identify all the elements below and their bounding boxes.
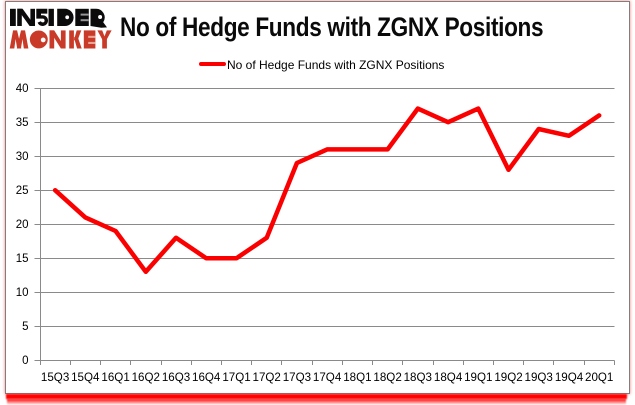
svg-text:20Q1: 20Q1 [585, 371, 613, 384]
svg-text:16Q3: 16Q3 [162, 371, 190, 384]
svg-text:16Q2: 16Q2 [132, 371, 160, 384]
svg-text:15: 15 [16, 253, 29, 265]
svg-text:10: 10 [16, 287, 29, 299]
svg-text:18Q4: 18Q4 [434, 371, 463, 384]
svg-text:16Q1: 16Q1 [101, 371, 129, 384]
svg-text:17Q4: 17Q4 [313, 371, 342, 384]
svg-text:5: 5 [22, 321, 28, 333]
svg-text:18Q1: 18Q1 [343, 371, 371, 384]
svg-text:16Q4: 16Q4 [192, 371, 221, 384]
svg-text:17Q3: 17Q3 [283, 371, 311, 384]
svg-text:19Q3: 19Q3 [525, 371, 553, 384]
svg-text:19Q1: 19Q1 [464, 371, 492, 384]
svg-text:18Q2: 18Q2 [373, 371, 401, 384]
svg-text:0: 0 [22, 355, 28, 367]
svg-text:30: 30 [16, 151, 29, 163]
svg-text:19Q2: 19Q2 [494, 371, 522, 384]
svg-text:17Q1: 17Q1 [222, 371, 250, 384]
svg-text:20: 20 [16, 219, 29, 231]
svg-text:17Q2: 17Q2 [253, 371, 281, 384]
svg-text:15Q4: 15Q4 [71, 371, 100, 384]
svg-text:18Q3: 18Q3 [404, 371, 432, 384]
svg-text:35: 35 [16, 117, 29, 129]
svg-text:19Q4: 19Q4 [555, 371, 584, 384]
svg-text:25: 25 [16, 185, 29, 197]
svg-text:40: 40 [16, 83, 29, 95]
svg-text:15Q3: 15Q3 [41, 371, 69, 384]
